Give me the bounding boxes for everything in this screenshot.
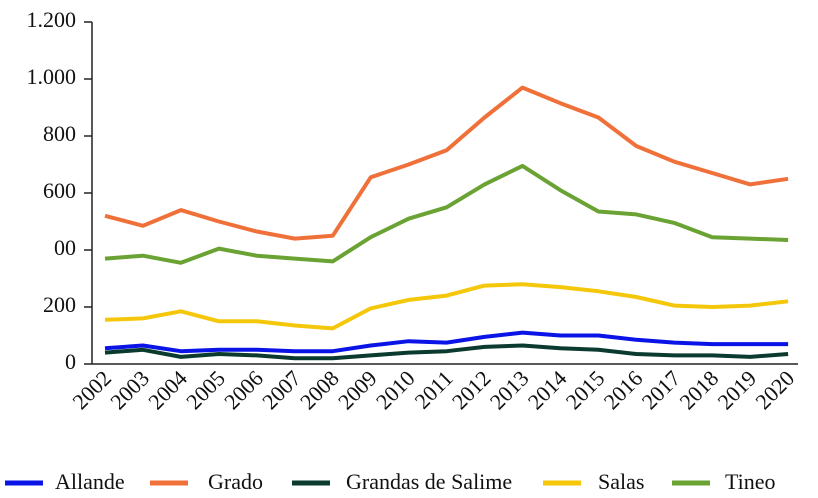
y-tick-label: 0	[65, 349, 76, 374]
legend-label: Tineo	[725, 469, 776, 494]
x-tick-label: 2019	[712, 365, 761, 414]
line	[104, 343, 789, 361]
x-tick-label: 2015	[561, 365, 610, 414]
x-tick-label: 2017	[637, 365, 686, 414]
y-tick-label: 200	[43, 292, 76, 317]
line	[104, 282, 789, 331]
x-tick-label: 2005	[181, 365, 230, 414]
legend-label: Grado	[208, 469, 263, 494]
y-tick-label: 1.000	[27, 64, 77, 89]
x-tick-label: 2012	[447, 365, 496, 414]
x-tick-label: 2011	[409, 365, 457, 413]
x-tick-label: 2006	[219, 365, 268, 414]
x-tick-label: 2009	[333, 365, 382, 414]
line	[104, 330, 789, 354]
x-tick-label: 2010	[371, 365, 420, 414]
line	[104, 163, 789, 265]
y-tick-label: 1.200	[27, 7, 77, 32]
legend-label: Grandas de Salime	[346, 469, 512, 494]
x-tick-label: 2008	[295, 365, 344, 414]
y-tick-label: 00	[54, 235, 76, 260]
x-tick-label: 2014	[523, 365, 572, 414]
x-tick-label: 2004	[143, 365, 192, 414]
x-tick-label: 2007	[257, 365, 306, 414]
legend-label: Allande	[55, 469, 125, 494]
x-tick-label: 2018	[675, 365, 724, 414]
x-tick-label: 2020	[750, 365, 799, 414]
legend-label: Salas	[598, 469, 644, 494]
y-tick-label: 600	[43, 178, 76, 203]
line	[104, 85, 789, 241]
x-tick-label: 2016	[599, 365, 648, 414]
x-tick-label: 2003	[105, 365, 154, 414]
y-tick-label: 800	[43, 121, 76, 146]
x-tick-label: 2013	[485, 365, 534, 414]
